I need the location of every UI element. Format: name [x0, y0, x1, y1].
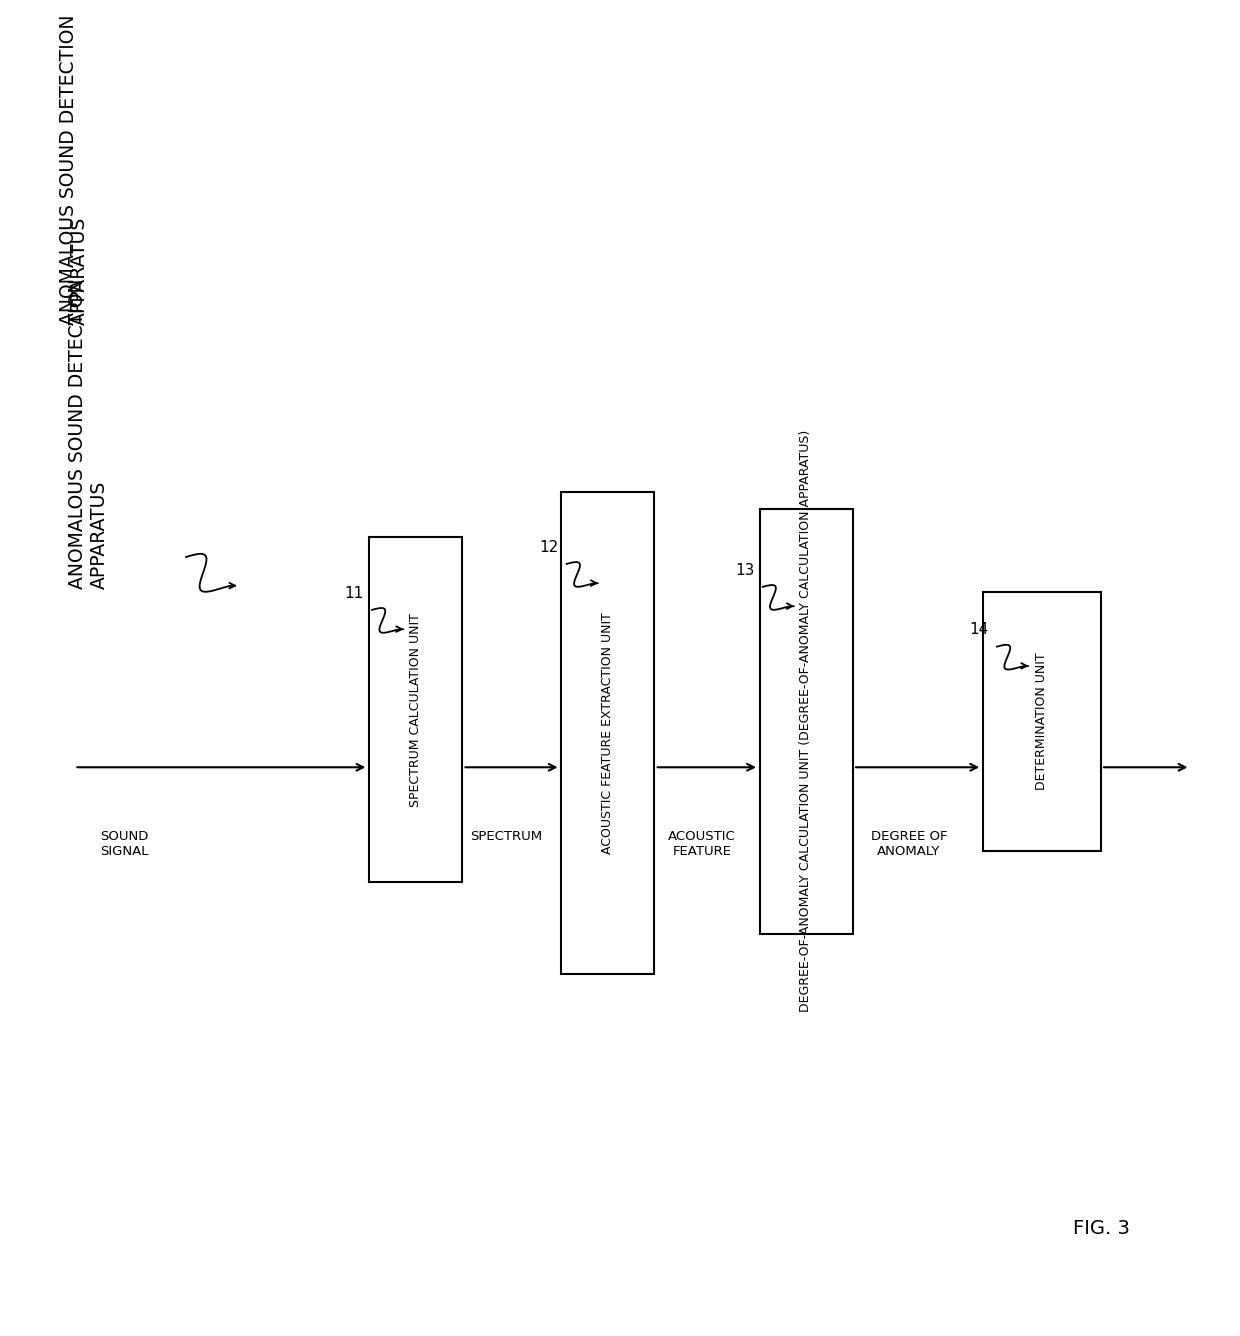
Text: ANOMALOUS SOUND DETECTION: ANOMALOUS SOUND DETECTION: [58, 15, 78, 325]
Bar: [370, 537, 463, 882]
Bar: [759, 509, 853, 934]
Bar: [560, 492, 655, 974]
Text: SPECTRUM: SPECTRUM: [470, 831, 542, 843]
Text: SPECTRUM CALCULATION UNIT: SPECTRUM CALCULATION UNIT: [409, 613, 422, 807]
Text: ANOMALOUS SOUND DETECTION
APPARATUS: ANOMALOUS SOUND DETECTION APPARATUS: [68, 279, 109, 589]
Text: DEGREE-OF-ANOMALY CALCULATION UNIT (DEGREE-OF-ANOMALY CALCULATION APPARATUS): DEGREE-OF-ANOMALY CALCULATION UNIT (DEGR…: [800, 430, 812, 1013]
Text: 12: 12: [539, 540, 559, 554]
Text: FIG. 3: FIG. 3: [1073, 1220, 1130, 1238]
Text: APPARATUS: APPARATUS: [47, 216, 89, 325]
Bar: [982, 592, 1101, 851]
Text: 11: 11: [345, 585, 365, 601]
Text: 14: 14: [970, 623, 990, 637]
Text: SOUND
SIGNAL: SOUND SIGNAL: [99, 831, 149, 859]
Text: DETERMINATION UNIT: DETERMINATION UNIT: [1035, 652, 1048, 790]
Text: DEGREE OF
ANOMALY: DEGREE OF ANOMALY: [870, 831, 947, 859]
Text: 13: 13: [735, 562, 755, 577]
Text: ACOUSTIC FEATURE EXTRACTION UNIT: ACOUSTIC FEATURE EXTRACTION UNIT: [601, 612, 614, 854]
Text: ACOUSTIC
FEATURE: ACOUSTIC FEATURE: [668, 831, 735, 859]
